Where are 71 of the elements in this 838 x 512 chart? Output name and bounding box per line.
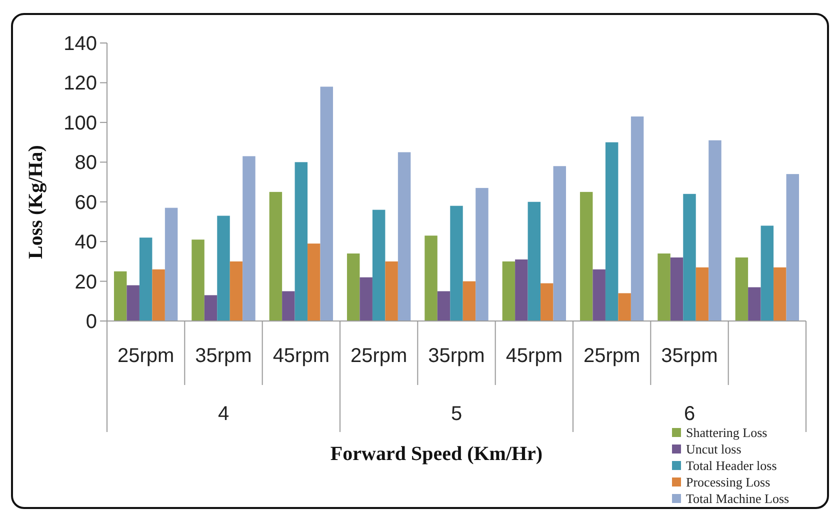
- bar: [618, 293, 631, 321]
- bar: [760, 226, 774, 321]
- y-tick-label: 40: [74, 232, 97, 254]
- bar: [294, 162, 308, 321]
- bar: [126, 285, 140, 321]
- y-tick-label: 0: [86, 311, 97, 333]
- x-tick-label: 25rpm: [117, 345, 174, 367]
- x-tick-label: 45rpm: [272, 345, 330, 367]
- bar: [528, 202, 541, 321]
- legend-label: Shattering Loss: [686, 425, 768, 440]
- bar: [696, 267, 709, 321]
- y-tick-label: 80: [74, 152, 97, 174]
- bar: [462, 281, 476, 321]
- text: 4: [218, 403, 230, 425]
- text: 6: [684, 403, 696, 425]
- text: 5: [450, 403, 462, 425]
- bar: [630, 116, 644, 321]
- bar: [346, 253, 360, 321]
- bar: [735, 257, 748, 321]
- bar: [242, 156, 256, 321]
- bar: [774, 267, 786, 321]
- bar: [748, 287, 761, 321]
- legend-label: Total Machine Loss: [686, 491, 790, 506]
- bar: [786, 174, 800, 321]
- bar: [230, 261, 243, 321]
- bar: [192, 240, 204, 321]
- bar: [217, 216, 230, 321]
- y-tick-label: 140: [64, 33, 97, 55]
- y-tick-label: 60: [74, 192, 97, 214]
- bar: [164, 208, 178, 321]
- x-tick-label: 25rpm: [350, 345, 408, 367]
- legend-label: Processing Loss: [686, 474, 770, 490]
- bar: [553, 166, 566, 321]
- bar: [308, 244, 320, 321]
- bar: [269, 192, 282, 321]
- bar: [450, 206, 463, 321]
- bar: [592, 269, 606, 321]
- bar: [320, 86, 334, 321]
- bar: [398, 152, 411, 321]
- x-tick-label: 35rpm: [428, 345, 485, 367]
- bar: [683, 194, 696, 321]
- y-tick-label: 20: [74, 271, 97, 294]
- bar: [139, 238, 152, 321]
- bar: [385, 261, 398, 321]
- bar: [670, 257, 684, 321]
- bar: [282, 291, 295, 321]
- bar: [708, 140, 722, 321]
- bar: [437, 291, 450, 321]
- legend-label: Total Header loss: [686, 458, 777, 473]
- bar: [476, 188, 488, 321]
- x-tick-label: 25rpm: [583, 345, 640, 367]
- bar: [152, 269, 165, 321]
- x-tick-label: 45rpm: [506, 345, 563, 367]
- bar: [658, 253, 670, 321]
- x-axis-title: Forward Speed (Km/Hr): [330, 443, 543, 465]
- bar: [360, 277, 372, 321]
- bar: [372, 210, 386, 321]
- bar: [515, 259, 528, 321]
- y-tick-label: 100: [64, 112, 97, 134]
- legend-label: Uncut loss: [686, 442, 742, 456]
- bar: [502, 261, 516, 321]
- bar: [540, 283, 554, 321]
- bar: [114, 271, 127, 321]
- x-tick-label: 35rpm: [661, 345, 718, 367]
- bar: [204, 295, 218, 321]
- y-axis-title: Loss (Kg/Ha): [25, 145, 47, 259]
- bar: [605, 142, 618, 321]
- x-tick-label: 35rpm: [195, 345, 252, 367]
- y-tick-label: 120: [64, 72, 97, 95]
- bar: [424, 236, 438, 321]
- bar: [580, 192, 593, 321]
